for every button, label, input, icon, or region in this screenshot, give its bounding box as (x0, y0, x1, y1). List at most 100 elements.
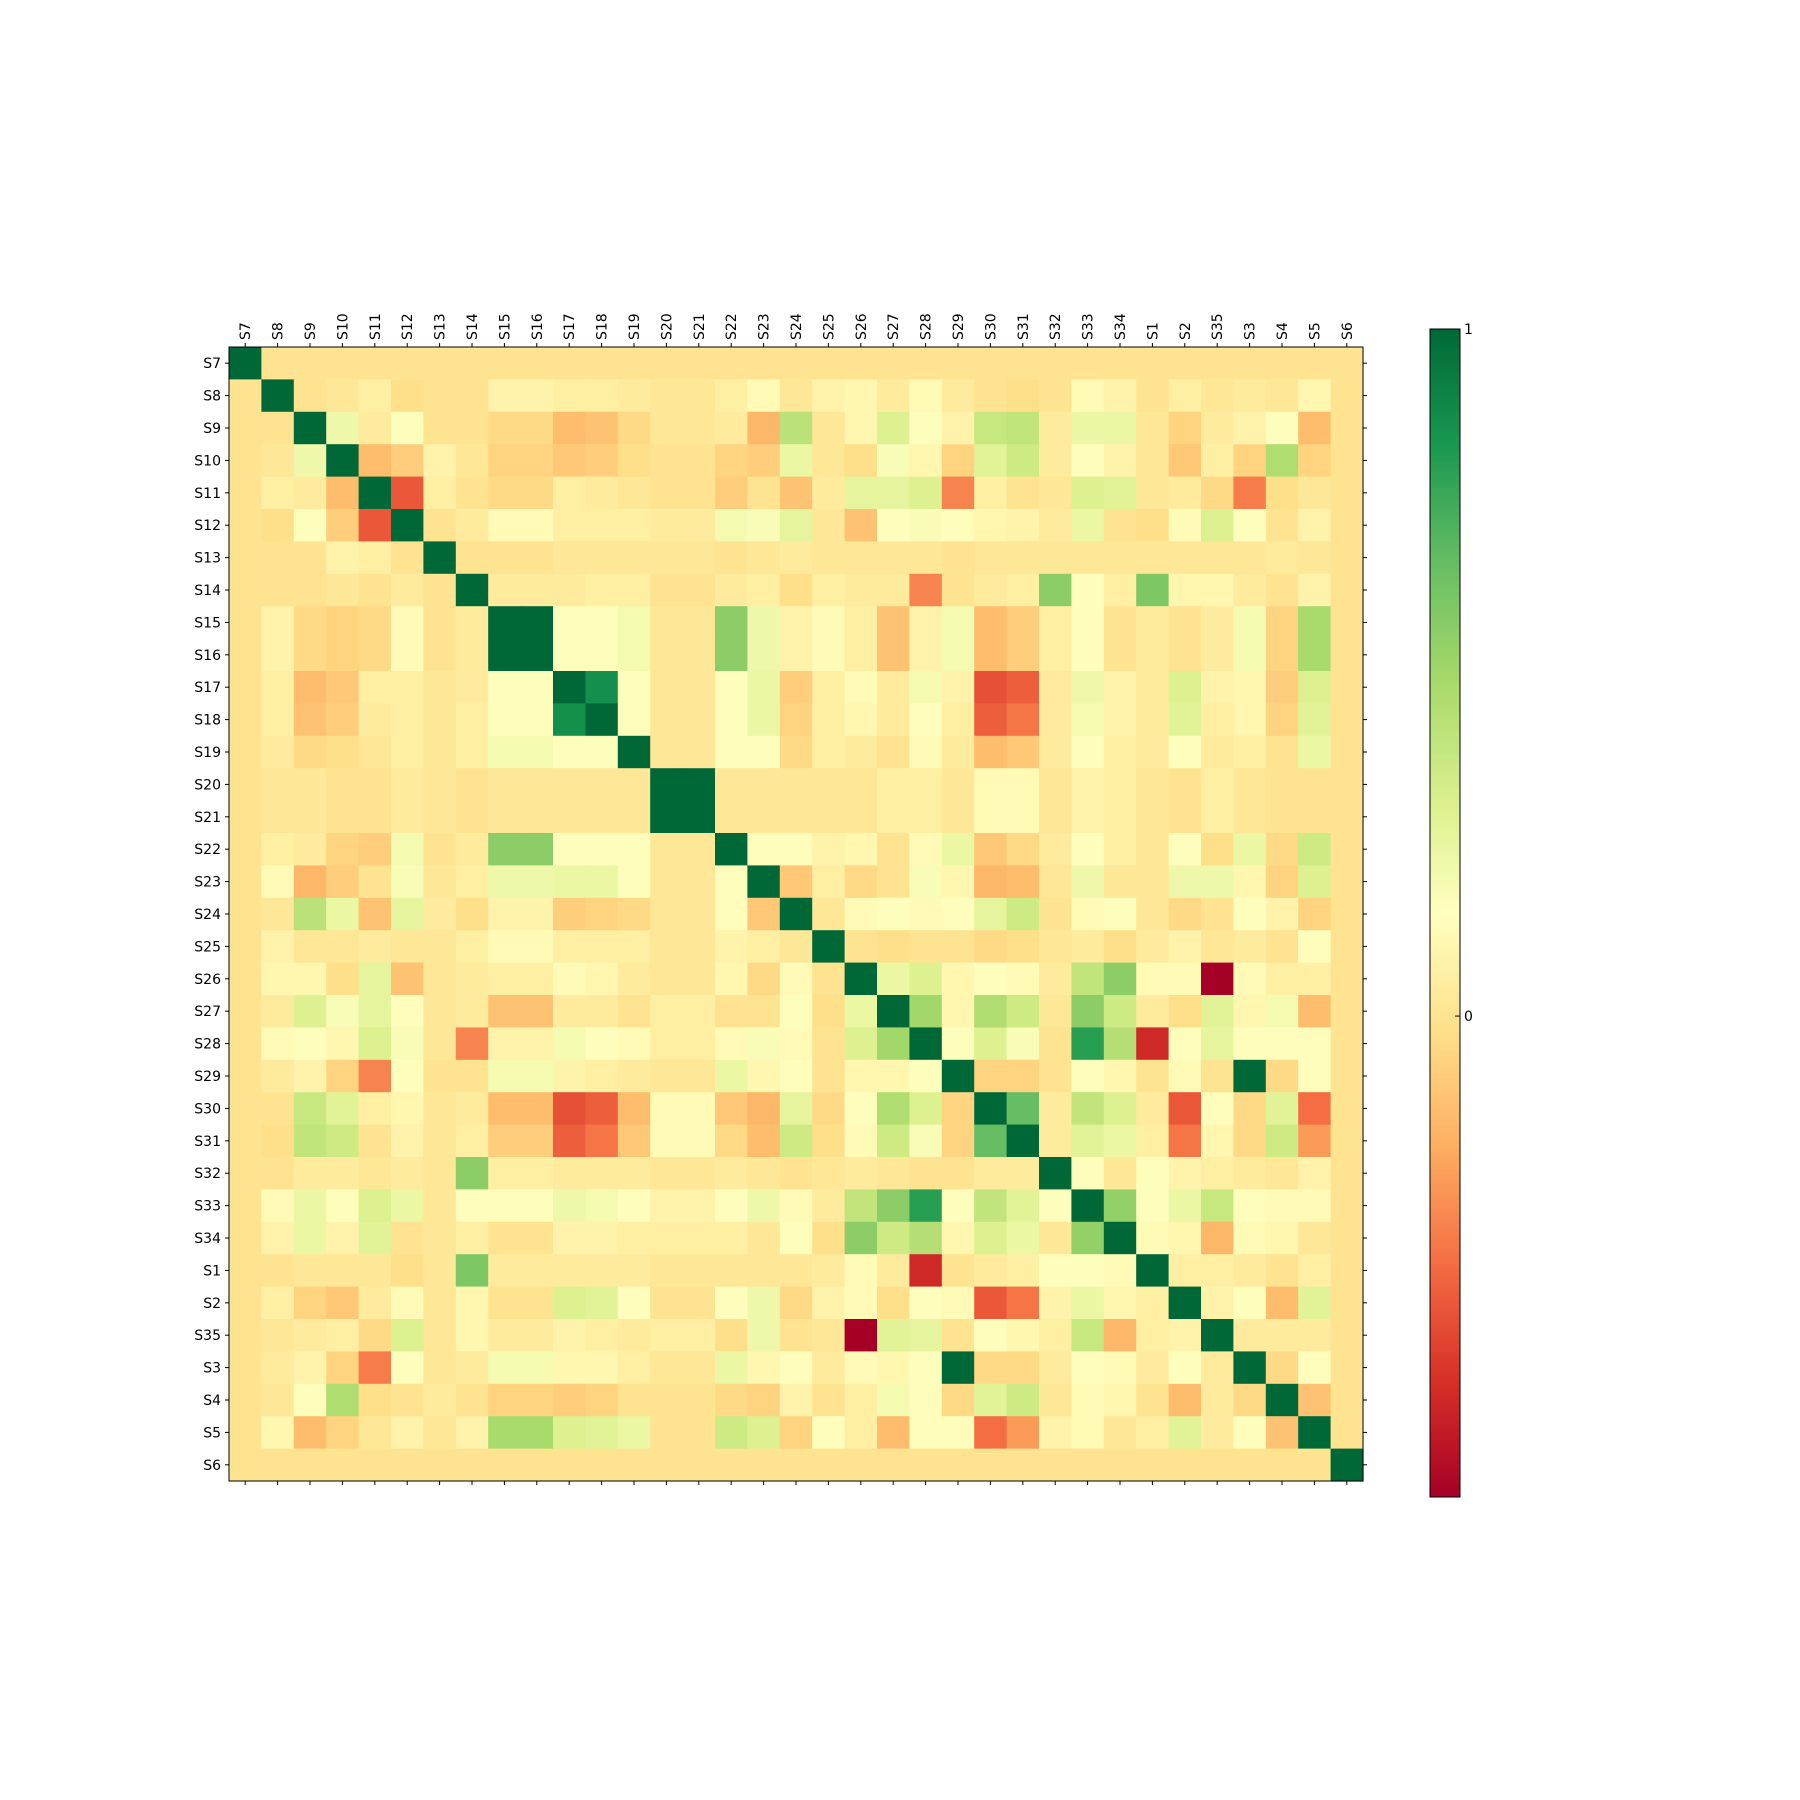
heatmap-cell (617, 1221, 651, 1255)
heatmap-cell (391, 347, 424, 380)
heatmap-cell (941, 476, 975, 510)
heatmap-cell (844, 1448, 878, 1482)
x-tick-label: S9 (303, 322, 319, 340)
heatmap-cell (1233, 1286, 1267, 1320)
heatmap-cell (261, 1351, 295, 1385)
heatmap-cell (779, 865, 813, 899)
heatmap-cell (326, 1319, 360, 1352)
heatmap-cell (682, 1157, 716, 1190)
heatmap-cell (1233, 411, 1267, 445)
heatmap-cell (747, 1254, 781, 1288)
heatmap-cell (812, 638, 846, 672)
heatmap-cell (1039, 411, 1072, 445)
x-tick-label: S14 (465, 313, 481, 340)
heatmap-cell (1039, 1157, 1072, 1190)
heatmap-cell (715, 930, 748, 964)
heatmap-cell (1168, 995, 1202, 1028)
x-tick-label: S19 (627, 313, 643, 340)
heatmap-cell (1233, 1221, 1267, 1255)
heatmap-cell (715, 509, 748, 542)
heatmap-cell (617, 573, 651, 607)
heatmap-cell (844, 995, 878, 1028)
heatmap-cell (844, 1286, 878, 1320)
heatmap-cell (488, 1157, 522, 1190)
heatmap-cell (1103, 476, 1137, 510)
heatmap-cell (1168, 800, 1202, 834)
heatmap-cell (1265, 411, 1299, 445)
heatmap-cell (1330, 1254, 1364, 1288)
heatmap-cell (261, 1254, 295, 1288)
heatmap-cell (229, 379, 262, 413)
heatmap-cell (941, 768, 975, 802)
heatmap-cell (941, 1319, 975, 1352)
heatmap-cell (488, 962, 522, 996)
heatmap-cell (1330, 1221, 1364, 1255)
heatmap-cell (261, 541, 295, 575)
heatmap-cells (229, 347, 1364, 1482)
heatmap-cell (1136, 347, 1170, 380)
heatmap-cell (1330, 444, 1364, 478)
heatmap-cell (488, 411, 522, 445)
heatmap-cell (1201, 995, 1234, 1028)
heatmap-cell (1039, 1027, 1072, 1061)
heatmap-cell (1006, 768, 1040, 802)
heatmap-cell (261, 735, 295, 769)
heatmap-cell (261, 1189, 295, 1223)
heatmap-cell (1039, 541, 1072, 575)
heatmap-cell (715, 768, 748, 802)
heatmap-cell (293, 833, 327, 866)
heatmap-cell (455, 1059, 489, 1093)
heatmap-cell (391, 962, 424, 996)
x-tick-label: S12 (400, 313, 416, 340)
heatmap-cell (1233, 638, 1267, 672)
heatmap-cell (423, 606, 457, 640)
heatmap-cell (455, 930, 489, 964)
heatmap-cell (1201, 606, 1234, 640)
heatmap-cell (326, 897, 360, 931)
heatmap-cell (261, 1286, 295, 1320)
heatmap-cell (520, 509, 554, 542)
heatmap-cell (941, 1383, 975, 1417)
heatmap-cell (391, 411, 424, 445)
heatmap-cell (715, 1124, 748, 1158)
heatmap-cell (747, 1319, 781, 1352)
heatmap-cell (423, 962, 457, 996)
heatmap-cell (1168, 444, 1202, 478)
heatmap-cell (585, 1189, 619, 1223)
heatmap-cell (1039, 930, 1072, 964)
heatmap-cell (326, 1189, 360, 1223)
heatmap-cell (1168, 1286, 1202, 1320)
heatmap-cell (1168, 1092, 1202, 1126)
heatmap-cell (1201, 573, 1234, 607)
x-tick-label: S10 (335, 313, 351, 340)
heatmap-cell (488, 347, 522, 380)
heatmap-cell (1201, 1416, 1234, 1450)
heatmap-cell (261, 703, 295, 737)
heatmap-cell (941, 1254, 975, 1288)
heatmap-cell (455, 509, 489, 542)
heatmap-cell (1298, 1416, 1332, 1450)
heatmap-cell (844, 800, 878, 834)
heatmap-cell (391, 671, 424, 704)
heatmap-cell (617, 411, 651, 445)
heatmap-cell (585, 671, 619, 704)
heatmap-cell (941, 444, 975, 478)
heatmap-cell (1039, 671, 1072, 704)
heatmap-cell (261, 671, 295, 704)
heatmap-cell (358, 411, 392, 445)
heatmap-cell (974, 379, 1008, 413)
heatmap-cell (1201, 1286, 1234, 1320)
heatmap-cell (261, 411, 295, 445)
heatmap-cell (715, 1319, 748, 1352)
heatmap-cell (877, 1319, 910, 1352)
heatmap-cell (261, 509, 295, 542)
heatmap-cell (553, 1157, 586, 1190)
heatmap-cell (909, 411, 943, 445)
heatmap-cell (293, 1416, 327, 1450)
heatmap-cell (812, 444, 846, 478)
heatmap-cell (877, 1448, 910, 1482)
heatmap-cell (1071, 1059, 1105, 1093)
heatmap-cell (1006, 800, 1040, 834)
heatmap-cell (1233, 1319, 1267, 1352)
